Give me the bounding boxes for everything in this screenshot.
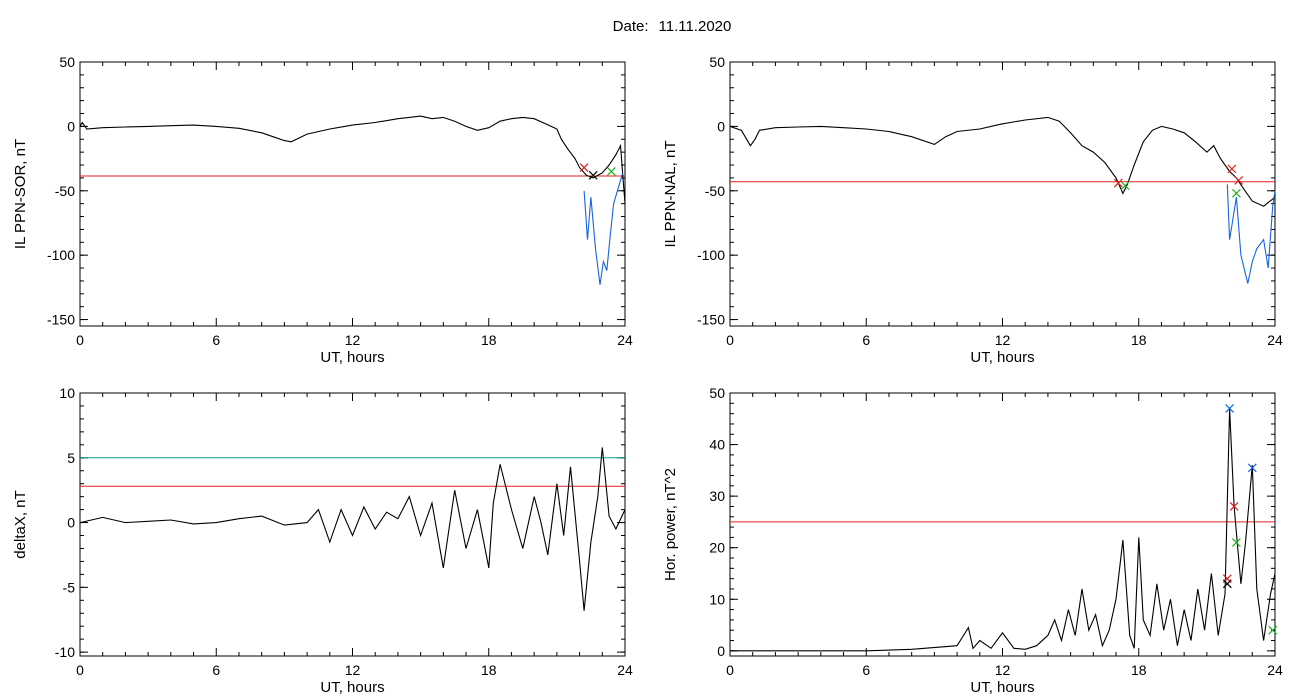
marker-stroke [1227, 164, 1237, 174]
x-tick-label: 12 [345, 332, 361, 348]
marker-stroke [606, 167, 616, 176]
x-tick-label: 24 [617, 662, 633, 678]
x-tick-label: 0 [726, 332, 734, 348]
event-marker [579, 163, 589, 173]
y-tick-label: -150 [697, 312, 725, 328]
y-axis-label: IL PPN-NAL, nT [662, 141, 679, 248]
marker-stroke [1225, 404, 1235, 413]
marker-stroke [1231, 188, 1241, 198]
event-marker [1231, 538, 1241, 547]
y-tick-label: -100 [697, 247, 725, 263]
x-tick-label: 24 [1267, 332, 1283, 348]
y-tick-label: -150 [47, 312, 75, 328]
x-tick-label: 18 [481, 662, 497, 678]
y-tick-label: 0 [67, 118, 75, 134]
x-tick-label: 24 [617, 332, 633, 348]
y-tick-label: 0 [67, 515, 75, 531]
x-axis-label: UT, hours [320, 349, 384, 366]
marker-stroke [1231, 538, 1241, 547]
y-axis-label: IL PPN-SOR, nT [12, 139, 29, 249]
x-tick-label: 12 [995, 662, 1011, 678]
x-tick-label: 18 [1131, 332, 1147, 348]
plot-frame [729, 61, 1276, 327]
x-tick-label: 18 [481, 332, 497, 348]
event-marker [1229, 502, 1239, 511]
x-tick-label: 0 [76, 662, 84, 678]
marker-stroke [1229, 502, 1239, 511]
x-tick-label: 0 [76, 332, 84, 348]
y-axis-label: deltaX, nT [12, 490, 29, 558]
event-marker [1247, 463, 1257, 473]
date-label: Date: [612, 18, 649, 35]
event-marker [1225, 404, 1235, 413]
date-value: 11.11.2020 [658, 18, 732, 35]
x-tick-label: 18 [1131, 662, 1147, 678]
event-marker [1227, 164, 1237, 174]
y-tick-label: -5 [63, 579, 76, 595]
y-tick-label: 40 [709, 437, 725, 453]
x-tick-label: 12 [995, 332, 1011, 348]
y-tick-label: 50 [709, 54, 725, 70]
event-marker [1231, 188, 1241, 198]
event-marker [588, 170, 598, 180]
x-tick-label: 6 [212, 332, 220, 348]
x-axis-label: UT, hours [970, 349, 1034, 366]
y-tick-label: 50 [709, 385, 725, 401]
marker-stroke [588, 170, 598, 180]
chart-panel-1: 0 6 12 18 24 -150 -100 -50 0 50 UT, hours IL PPN-SO… [12, 54, 633, 366]
series-line [1226, 184, 1276, 284]
series-line [583, 172, 624, 285]
series-line [729, 116, 1276, 207]
y-tick-label: -10 [55, 644, 75, 660]
chart-panel-2: 0 6 12 18 24 -150 -100 -50 0 50 UT, hours IL PPN-NA… [662, 54, 1283, 366]
x-tick-label: 6 [862, 332, 870, 348]
plot-frame [729, 392, 1276, 657]
plot-frame [79, 392, 626, 657]
chart-date-title: Date: 11.11.2020 [0, 18, 1300, 35]
event-marker [1222, 579, 1232, 589]
series-line [730, 408, 1276, 652]
chart-panel-3: 0 6 12 18 24 -10 -5 0 5 10 UT, hours deltaX, nT [12, 385, 633, 696]
y-tick-label: 10 [709, 591, 725, 607]
x-axis-label: UT, hours [970, 679, 1034, 696]
marker-stroke [1120, 181, 1130, 191]
x-axis-label: UT, hours [320, 679, 384, 696]
y-axis-label: Hor. power, nT^2 [662, 468, 679, 581]
plot-frame [79, 61, 626, 327]
event-marker [1234, 176, 1244, 185]
marker-stroke [1113, 178, 1123, 188]
event-marker [606, 167, 616, 176]
marker-stroke [579, 163, 589, 173]
chart-panel-4: 0 6 12 18 24 0 10 20 30 40 50 UT, hours Hor. power, … [662, 385, 1283, 696]
series-line [79, 447, 626, 611]
event-marker [1120, 181, 1130, 191]
y-tick-label: 50 [59, 54, 75, 70]
marker-stroke [1268, 625, 1278, 635]
y-tick-label: 0 [717, 118, 725, 134]
y-tick-label: 10 [59, 385, 75, 401]
x-tick-label: 0 [726, 662, 734, 678]
x-tick-label: 12 [345, 662, 361, 678]
y-tick-label: 0 [717, 643, 725, 659]
x-tick-label: 6 [212, 662, 220, 678]
x-tick-label: 6 [862, 662, 870, 678]
event-marker [1113, 178, 1123, 188]
y-tick-label: 30 [709, 488, 725, 504]
event-marker [1268, 625, 1278, 635]
x-tick-label: 24 [1267, 662, 1283, 678]
marker-stroke [1234, 176, 1244, 185]
y-tick-label: -50 [705, 183, 725, 199]
series-line [79, 115, 626, 204]
marker-stroke [1222, 579, 1232, 589]
y-tick-label: -100 [47, 247, 75, 263]
marker-stroke [1247, 463, 1257, 473]
y-tick-label: 20 [709, 540, 725, 556]
y-tick-label: -50 [55, 183, 75, 199]
y-tick-label: 5 [67, 450, 75, 466]
